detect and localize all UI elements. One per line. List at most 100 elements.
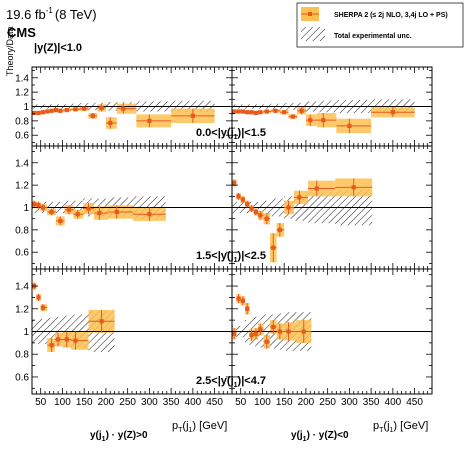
rapidity-label: 1.5<|y(j1)|<2.5 [196, 250, 266, 264]
data-point [147, 212, 152, 217]
x-tick-label: 300 [341, 397, 358, 408]
data-point [277, 329, 282, 334]
y-tick-label: 1.2 [15, 181, 29, 192]
data-point [99, 319, 104, 324]
legend-sherpa-marker [308, 12, 312, 16]
y-tick-label: 0.6 [15, 131, 29, 142]
data-point [36, 295, 41, 300]
x-tick-label: 200 [298, 397, 315, 408]
data-point [49, 108, 54, 113]
data-point [86, 206, 91, 211]
x-tick-label: 300 [141, 397, 158, 408]
x-tick-label: 100 [54, 397, 71, 408]
y-tick-label: 1.4 [15, 73, 29, 84]
data-point [249, 110, 254, 115]
luminosity-label: 19.6 fb-1 (8 TeV) [6, 6, 97, 22]
x-axis-title-left: pT(j1) [GeV] [172, 420, 227, 434]
y-tick-label: 1.2 [15, 88, 29, 99]
data-point [36, 203, 41, 208]
data-point [66, 207, 72, 212]
data-point [73, 338, 78, 343]
data-point [249, 206, 254, 211]
data-point [249, 332, 254, 338]
panel-bottom-right: 50 100 150 200 250 300 350 400 450 2.5<|y(j1)|<4.… [196, 268, 433, 408]
y-tick-label: 1.4 [15, 158, 29, 169]
rapidity-label: 2.5<|y(j1)|<4.7 [196, 375, 266, 389]
data-point [190, 113, 195, 118]
legend-sherpa-label: SHERPA 2 (≤ 2j NLO, 3,4j LO + PS) [334, 12, 448, 19]
data-point [245, 202, 250, 207]
data-point [55, 337, 61, 342]
yz-cut-label: |y(Z)|<1.0 [34, 42, 82, 54]
x-tick-label: 400 [185, 397, 202, 408]
data-point [232, 331, 237, 336]
data-point [390, 110, 395, 115]
data-point [271, 324, 276, 330]
data-point [32, 202, 37, 207]
x-tick-label: 50 [235, 397, 247, 408]
data-point [271, 245, 276, 250]
x-tick-label: 200 [98, 397, 115, 408]
data-point [286, 205, 291, 210]
data-point [232, 109, 237, 114]
x-tick-label: 150 [76, 397, 93, 408]
y-tick-label: 0.6 [15, 248, 29, 259]
y-tick-label: 1 [23, 102, 29, 113]
data-point [258, 213, 263, 218]
panel-bottom-left: 1.4 1.2 1 0.8 0.6 50 100 150 200 250 300 350 400 450 [15, 268, 233, 408]
data-point [273, 108, 278, 113]
panels: 1.4 1.2 1 0.8 0.6 0.0<|y(j1)|<1.5 1.4 1.2 1 0.8 0.… [15, 66, 433, 408]
data-point [97, 210, 102, 216]
legend-exp-label: Total experimental unc. [334, 33, 412, 40]
data-point [40, 205, 45, 210]
data-point [45, 109, 50, 114]
data-point [286, 329, 291, 334]
data-point [245, 110, 250, 115]
x-tick-label: 400 [385, 397, 402, 408]
data-point [347, 123, 352, 128]
data-point [40, 110, 45, 115]
x-tick-label: 350 [163, 397, 180, 408]
data-point [121, 106, 126, 111]
data-point [36, 110, 41, 116]
y-tick-label: 0.8 [15, 350, 29, 361]
data-point [236, 109, 241, 114]
data-point [245, 306, 250, 311]
data-point [277, 227, 282, 232]
data-point [40, 305, 45, 310]
data-point [314, 186, 319, 191]
data-point [240, 298, 245, 303]
data-point [253, 331, 259, 336]
data-point [75, 212, 80, 217]
data-point [108, 120, 113, 126]
data-point [114, 209, 119, 215]
data-point [58, 218, 63, 224]
x-tick-label: 450 [206, 397, 223, 408]
data-point [264, 216, 269, 221]
x-tick-label: 350 [363, 397, 380, 408]
x-axis-title-right: pT(j1) [GeV] [373, 420, 428, 434]
data-point [282, 110, 287, 115]
panel-top-left: 1.4 1.2 1 0.8 0.6 [15, 66, 233, 147]
x-tick-label: 250 [119, 397, 136, 408]
data-point [253, 110, 259, 116]
data-point [58, 108, 63, 113]
y-tick-label: 1.4 [15, 282, 29, 293]
data-point [253, 209, 259, 215]
x-tick-label: 50 [35, 397, 47, 408]
y-tick-label: 1 [23, 203, 29, 214]
x-tick-label: 250 [319, 397, 336, 408]
rapidity-label: 0.0<|y(j1)|<1.5 [196, 127, 266, 141]
data-point [299, 108, 304, 113]
experiment-label: CMS [7, 25, 36, 40]
legend-exp-swatch [301, 27, 325, 41]
data-point [64, 107, 69, 113]
y-tick-label: 0.6 [15, 372, 29, 383]
column-label-right: y(j1) · y(Z)<0 [291, 430, 349, 443]
data-point [258, 110, 263, 115]
legend: SHERPA 2 (≤ 2j NLO, 3,4j LO + PS) Total … [296, 2, 464, 48]
data-point [297, 195, 302, 200]
panel-middle-right: 1.5<|y(j1)|<2.5 [196, 145, 433, 270]
data-point [82, 106, 87, 111]
data-point [90, 113, 95, 118]
